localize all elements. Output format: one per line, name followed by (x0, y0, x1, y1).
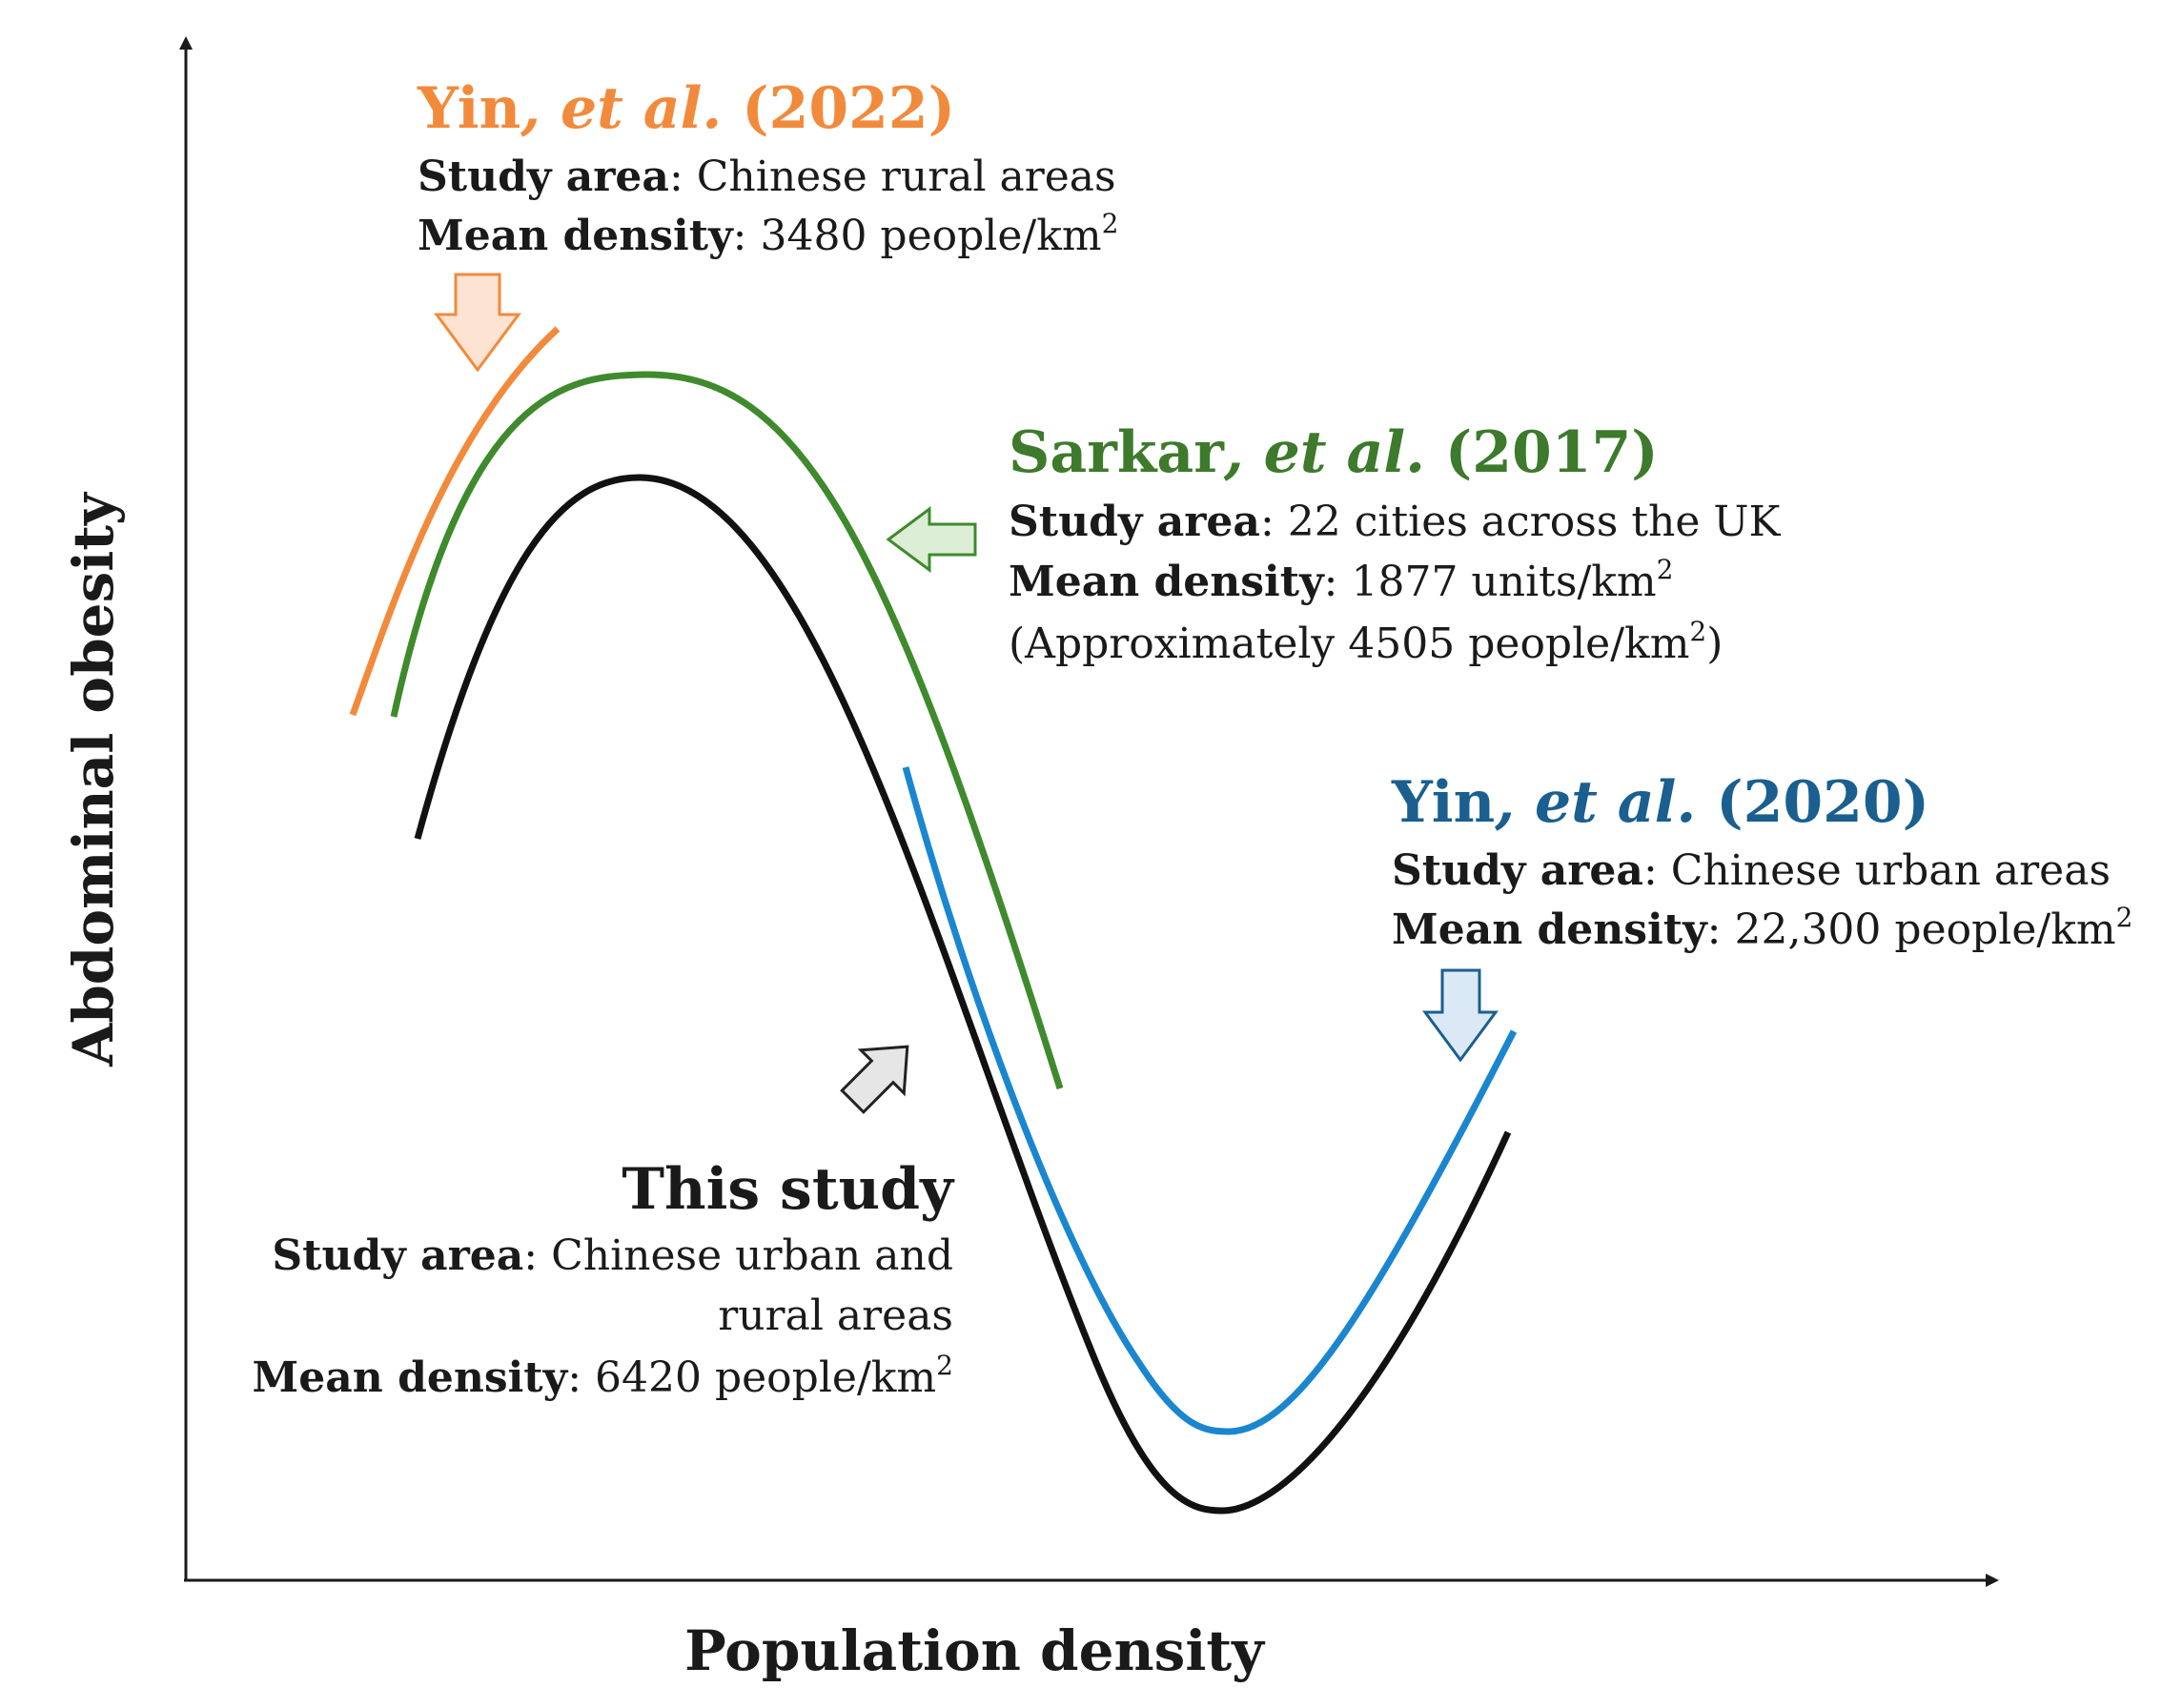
yin-2020-heading: Yin, et al. (2020) (1391, 769, 1929, 836)
sarkar-2017-approx-density: (Approximately 4505 people/km2) (1009, 616, 1723, 668)
sarkar-2017-study-area: Study area: 22 cities across the UK (1009, 498, 1781, 546)
yin-2020-mean-density: Mean density: 22,300 people/km2 (1392, 902, 2132, 954)
curve-sarkar-2017 (390, 371, 1064, 1090)
down-arrow-icon (434, 273, 521, 373)
yin-2022-study-area: Study area: Chinese rural areas (418, 152, 1116, 201)
yin-2022-heading: Yin, et al. (2022) (417, 75, 955, 142)
yin-2022-mean-density: Mean density: 3480 people/km2 (418, 208, 1118, 260)
curve-yin-2022 (349, 326, 561, 717)
sarkar-2017-mean-density: Mean density: 1877 units/km2 (1009, 554, 1673, 606)
this-study-study-area: Study area: Chinese urban and (272, 1231, 953, 1280)
curve-yin-2020 (902, 766, 1518, 1435)
sarkar-2017-heading: Sarkar, et al. (2017) (1009, 419, 1659, 486)
left-arrow-icon (886, 506, 977, 573)
up-right-arrow-icon (840, 1045, 909, 1114)
this-study-study-area-line2: rural areas (718, 1291, 953, 1340)
curve-this-study (414, 474, 1512, 1515)
this-study-mean-density: Mean density: 6420 people/km2 (253, 1350, 953, 1402)
y-axis-label: Abdominal obesity (61, 491, 126, 1068)
down-arrow-icon (1422, 968, 1499, 1063)
this-study-heading: This study (622, 1156, 955, 1223)
x-axis-label: Population density (684, 1618, 1266, 1683)
yin-2020-study-area: Study area: Chinese urban areas (1392, 846, 2111, 895)
